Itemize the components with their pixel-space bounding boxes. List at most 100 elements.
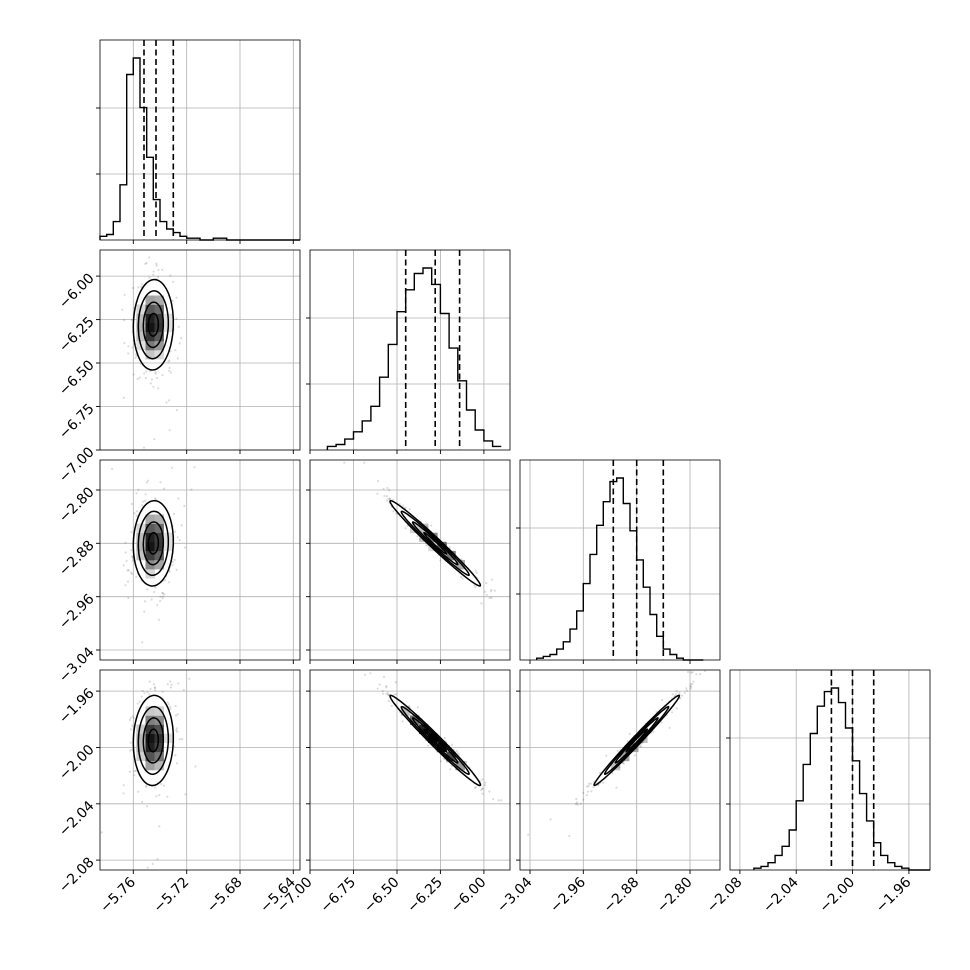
density-cell-0-1-4-12: [136, 331, 146, 342]
sample-point-2-3-1: [602, 781, 605, 784]
sample-point-1-2-428: [402, 504, 405, 507]
panel-frame-3-3: [729, 669, 931, 871]
sample-point-0-2-206: [159, 481, 162, 484]
sample-point-0-1-92: [175, 317, 178, 320]
sample-point-0-1-278: [171, 299, 174, 302]
sample-point-0-3-9: [143, 692, 146, 695]
sample-point-0-2-360: [172, 512, 176, 516]
sample-point-0-1-239: [152, 270, 155, 273]
density-cell-0-2-5-9: [145, 569, 155, 579]
sample-point-0-1-329: [153, 438, 156, 441]
sample-point-0-1-268: [137, 286, 140, 289]
sample-point-2-3-408: [586, 785, 589, 788]
x-tick-label-1-1: −6.75: [318, 874, 360, 916]
sample-point-1-3-51: [455, 749, 458, 753]
sample-point-1-3-407: [381, 692, 385, 695]
sample-point-0-2-4: [171, 466, 174, 469]
sample-point-0-3-137: [175, 762, 179, 765]
sample-point-0-1-219: [178, 342, 181, 345]
sample-point-0-2-88: [143, 499, 147, 502]
contour-1-3-0: [422, 728, 448, 753]
contour-1-3-1: [411, 717, 459, 764]
sample-point-0-3-325: [132, 716, 135, 720]
density-cell-0-3-6-11: [154, 760, 164, 771]
sample-point-0-3-445: [161, 690, 164, 693]
sample-point-0-3-276: [166, 701, 169, 704]
sample-point-0-3-57: [194, 765, 197, 768]
sample-point-2-3-50: [582, 798, 585, 801]
sample-point-0-1-23: [168, 429, 171, 432]
density-cell-0-3-5-14: [145, 733, 155, 743]
sample-point-0-1-283: [143, 372, 146, 375]
density-cell-0-3-5-13: [145, 742, 155, 753]
sample-point-1-3-449: [385, 692, 388, 695]
sample-point-2-3-140: [699, 673, 702, 676]
y-tick-label-1-0: −7.00: [56, 444, 98, 486]
x-tick-label-1-3: −6.25: [404, 874, 446, 916]
sample-point-0-2-212: [159, 595, 162, 598]
sample-point-0-3-95: [129, 741, 132, 744]
sample-point-0-3-169: [170, 683, 173, 686]
panel-frame-1-1: [309, 249, 511, 451]
sample-point-2-3-44: [674, 693, 677, 696]
density-cell-0-3-6-16: [154, 715, 164, 725]
sample-point-0-1-368: [148, 276, 151, 279]
panel-frame-0-0: [99, 39, 301, 241]
sample-point-0-2-205: [175, 568, 178, 572]
sample-point-2-3-393: [638, 744, 642, 748]
frame-layer: [99, 39, 931, 871]
sample-point-0-2-95: [125, 559, 128, 563]
sample-point-0-2-429: [135, 575, 138, 579]
sample-point-2-3-35: [568, 834, 571, 838]
sample-point-1-2-233: [406, 524, 409, 527]
contour-1-2-3: [389, 499, 482, 587]
sample-point-0-2-11: [184, 546, 187, 549]
sample-point-0-3-116: [149, 687, 152, 691]
contour-0-2-0: [147, 531, 160, 555]
sample-point-0-2-137: [162, 487, 165, 490]
sample-point-0-1-369: [141, 283, 144, 286]
sample-point-1-2-28: [490, 596, 493, 600]
sample-point-0-3-294: [178, 738, 181, 741]
sample-point-0-1-433: [150, 378, 153, 381]
sample-point-0-1-73: [161, 268, 164, 271]
sample-point-0-3-74: [122, 792, 125, 795]
y-tick-label-1-1: −6.75: [56, 401, 98, 443]
y-tick-label-2-1: −2.96: [56, 591, 98, 633]
sample-point-0-1-63: [175, 409, 178, 412]
x-tick-label-1-2: −6.50: [361, 874, 403, 916]
sample-point-0-2-362: [130, 502, 133, 506]
contour-1-2-0: [422, 531, 448, 555]
sample-point-1-3-171: [378, 683, 381, 686]
sample-point-1-3-444: [407, 705, 410, 708]
sample-point-2-3-232: [592, 786, 595, 789]
sample-point-1-2-278: [474, 585, 477, 589]
sample-point-0-3-219: [138, 700, 141, 703]
sample-point-0-3-321: [131, 724, 134, 727]
sample-point-1-2-404: [490, 578, 493, 581]
sample-point-2-3-378: [704, 669, 707, 673]
sample-point-0-3-61: [129, 716, 132, 719]
sample-point-0-1-321: [152, 273, 155, 276]
sample-point-0-3-397: [146, 805, 149, 808]
sample-point-2-3-366: [690, 671, 693, 674]
sample-point-0-2-387: [135, 510, 138, 513]
sample-point-1-3-278: [390, 704, 393, 707]
sample-point-0-3-437: [128, 770, 131, 773]
sample-point-0-2-83: [144, 493, 147, 496]
histogram-1: [326, 267, 502, 450]
sample-point-0-2-117: [173, 558, 176, 562]
sample-point-2-3-324: [668, 726, 671, 730]
sample-point-1-2-190: [408, 508, 411, 511]
sample-point-0-1-335: [155, 262, 158, 265]
sample-point-0-1-217: [176, 357, 179, 360]
y-tick-label-3-2: −2.00: [56, 742, 98, 784]
density-cell-0-2-6-14: [154, 523, 164, 533]
sample-point-1-2-51: [461, 577, 464, 580]
density-cell-0-1-6-15: [154, 304, 164, 314]
density-cell-1-3-14-13: [437, 742, 447, 753]
sample-point-0-1-192: [127, 345, 130, 348]
sample-point-1-2-12: [385, 495, 389, 498]
sample-point-0-2-30: [143, 600, 146, 603]
sample-point-0-1-179: [154, 371, 157, 374]
